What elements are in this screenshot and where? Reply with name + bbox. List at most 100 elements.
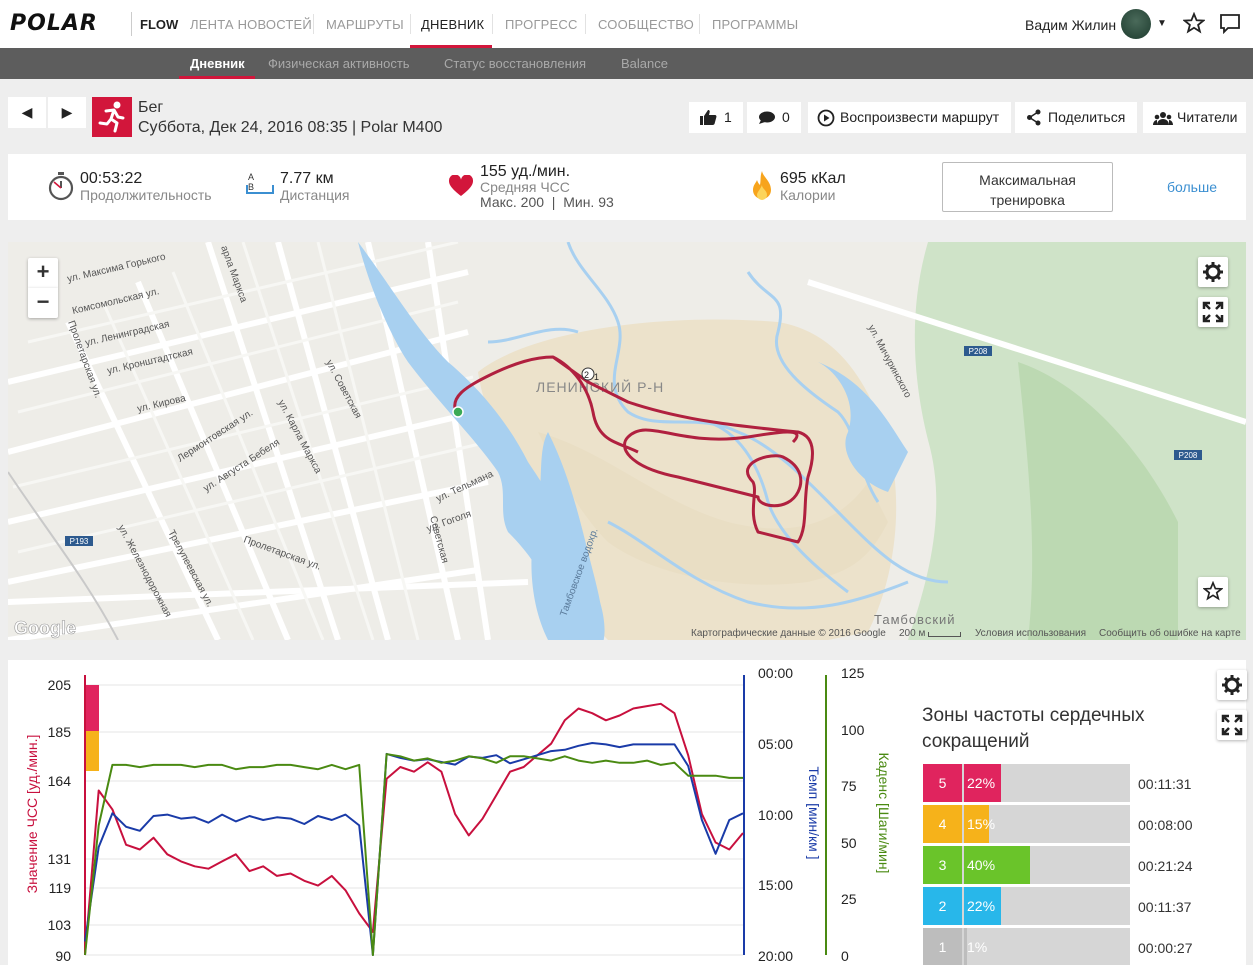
map-fullscreen-button[interactable] <box>1198 297 1228 327</box>
zone-time: 00:11:37 <box>1138 899 1192 915</box>
map-settings-button[interactable] <box>1198 257 1228 287</box>
comments-button[interactable]: 0 <box>747 102 801 133</box>
gear-icon <box>1203 262 1223 282</box>
pace-tick: 15:00 <box>758 877 794 893</box>
zone-time: 00:00:27 <box>1138 940 1193 956</box>
star-icon[interactable] <box>1183 12 1205 34</box>
prev-session-button[interactable]: ◀ <box>8 97 46 128</box>
avatar[interactable] <box>1121 9 1151 39</box>
message-icon[interactable] <box>1219 12 1241 34</box>
chart-fullscreen-button[interactable] <box>1217 710 1247 740</box>
thumbs-up-icon <box>700 110 717 125</box>
zone-row-3: 3 40% <box>923 846 1130 884</box>
tab-diary[interactable]: Дневник <box>190 56 245 71</box>
zone-number: 1 <box>923 928 962 965</box>
next-session-button[interactable]: ▶ <box>48 97 86 128</box>
hr-tick: 205 <box>47 677 71 693</box>
route-map[interactable]: P208 P208 P193 ул. Максима Горького Комс… <box>8 242 1246 640</box>
active-subtab-indicator <box>179 76 255 79</box>
road-sign <box>1174 450 1202 460</box>
lap-marker[interactable] <box>581 367 595 381</box>
road-label: P208 <box>1179 451 1198 460</box>
sport-name: Бег <box>138 99 164 116</box>
zone-bar <box>964 928 967 965</box>
hr-zones-title: Зоны частоты сердечных сокращений <box>922 705 1145 752</box>
comment-icon <box>759 111 775 124</box>
place-label: Тамбовский <box>874 612 956 627</box>
replay-route-button[interactable]: Воспроизвести маршрут <box>808 102 1011 133</box>
nav-item-progress[interactable]: ПРОГРЕСС <box>505 17 578 32</box>
nav-item-community[interactable]: СООБЩЕСТВО <box>598 17 694 32</box>
map-canvas[interactable]: P208 P208 P193 ул. Максима Горького Комс… <box>8 242 1246 640</box>
heart-icon <box>448 175 474 196</box>
readers-button[interactable]: Читатели <box>1143 102 1246 133</box>
nav-item-routes[interactable]: МАРШРУТЫ <box>326 17 404 32</box>
road-sign <box>964 346 992 356</box>
play-icon <box>817 109 835 127</box>
hr-tick: 164 <box>47 773 71 789</box>
share-button[interactable]: Поделиться <box>1015 102 1137 133</box>
hr-average-value: 155 уд./мин. <box>480 163 571 180</box>
zoom-in-button[interactable]: + <box>28 258 58 288</box>
flow-label[interactable]: FLOW <box>140 17 179 32</box>
distance-value: 7.77 км <box>280 170 334 187</box>
likes-count: 1 <box>724 109 732 125</box>
zoom-out-button[interactable]: − <box>28 288 58 318</box>
distance-icon: A B <box>246 172 274 198</box>
user-name[interactable]: Вадим Жилин <box>1025 17 1117 33</box>
zone-number: 2 <box>923 887 962 925</box>
cadence-tick: 125 <box>841 665 865 681</box>
sub-navigation: Дневник Физическая активность Статус вос… <box>0 48 1253 79</box>
fullscreen-icon <box>1202 301 1224 323</box>
session-subtitle: Суббота, Дек 24, 2016 08:35 | Polar M400 <box>138 119 443 136</box>
zone-bar <box>964 846 1030 884</box>
map-terms-link[interactable]: Условия использования <box>975 628 1086 639</box>
running-icon <box>92 97 132 137</box>
zone-row-2: 2 22% <box>923 887 1130 925</box>
top-navigation: POLAR FLOW ЛЕНТА НОВОСТЕЙ МАРШРУТЫ ДНЕВН… <box>0 0 1253 48</box>
divider <box>313 14 314 34</box>
zone-percent: 1% <box>967 939 988 955</box>
hr-tick: 185 <box>47 724 71 740</box>
route-path[interactable] <box>453 355 814 544</box>
lap-marker-label: 2 <box>584 370 589 380</box>
like-button[interactable]: 1 <box>689 102 743 133</box>
divider <box>699 14 700 34</box>
nav-item-programs[interactable]: ПРОГРАММЫ <box>712 17 799 32</box>
more-link[interactable]: больше <box>1167 179 1217 195</box>
zone-number: 5 <box>923 764 962 802</box>
nav-item-feed[interactable]: ЛЕНТА НОВОСТЕЙ <box>190 17 312 32</box>
zone-time: 00:11:31 <box>1138 776 1192 792</box>
road-label: P208 <box>969 347 988 356</box>
tab-recovery-status[interactable]: Статус восстановления <box>444 56 587 71</box>
chart-settings-button[interactable] <box>1217 670 1247 700</box>
cadence-tick: 50 <box>841 835 857 851</box>
map-report-link[interactable]: Сообщить об ошибке на карте <box>1099 628 1241 639</box>
road-sign <box>65 536 93 546</box>
pace-tick: 00:00 <box>758 665 794 681</box>
zone-row-5: 5 22% <box>923 764 1130 802</box>
readers-label: Читатели <box>1177 109 1238 125</box>
map-favorite-button[interactable] <box>1198 577 1228 607</box>
hr-average-label: Средняя ЧСС <box>480 179 570 195</box>
fullscreen-icon <box>1221 714 1243 736</box>
tab-physical-activity[interactable]: Физическая активность <box>268 56 410 71</box>
zone-percent: 22% <box>967 898 996 914</box>
zone-percent: 15% <box>967 816 996 832</box>
tab-balance[interactable]: Balance <box>621 56 668 71</box>
stopwatch-icon <box>48 172 74 201</box>
cadence-tick: 75 <box>841 778 857 794</box>
route-start-marker[interactable] <box>452 406 464 418</box>
gear-icon <box>1222 675 1242 695</box>
polar-logo[interactable]: POLAR <box>10 11 98 36</box>
hr-tick: 119 <box>48 880 71 896</box>
hr-axis-label: Значение ЧСС [уд./мин.] <box>24 734 40 894</box>
chevron-down-icon[interactable]: ▼ <box>1157 18 1167 29</box>
zone-number: 4 <box>923 805 962 843</box>
pace-tick: 05:00 <box>758 736 794 752</box>
training-benefit-button[interactable]: Максимальная тренировка <box>942 162 1113 212</box>
zone-row-4: 4 15% <box>923 805 1130 843</box>
map-attribution: Картографические данные © 2016 Google <box>691 628 886 639</box>
nav-item-diary[interactable]: ДНЕВНИК <box>421 17 485 32</box>
share-icon <box>1027 109 1041 126</box>
